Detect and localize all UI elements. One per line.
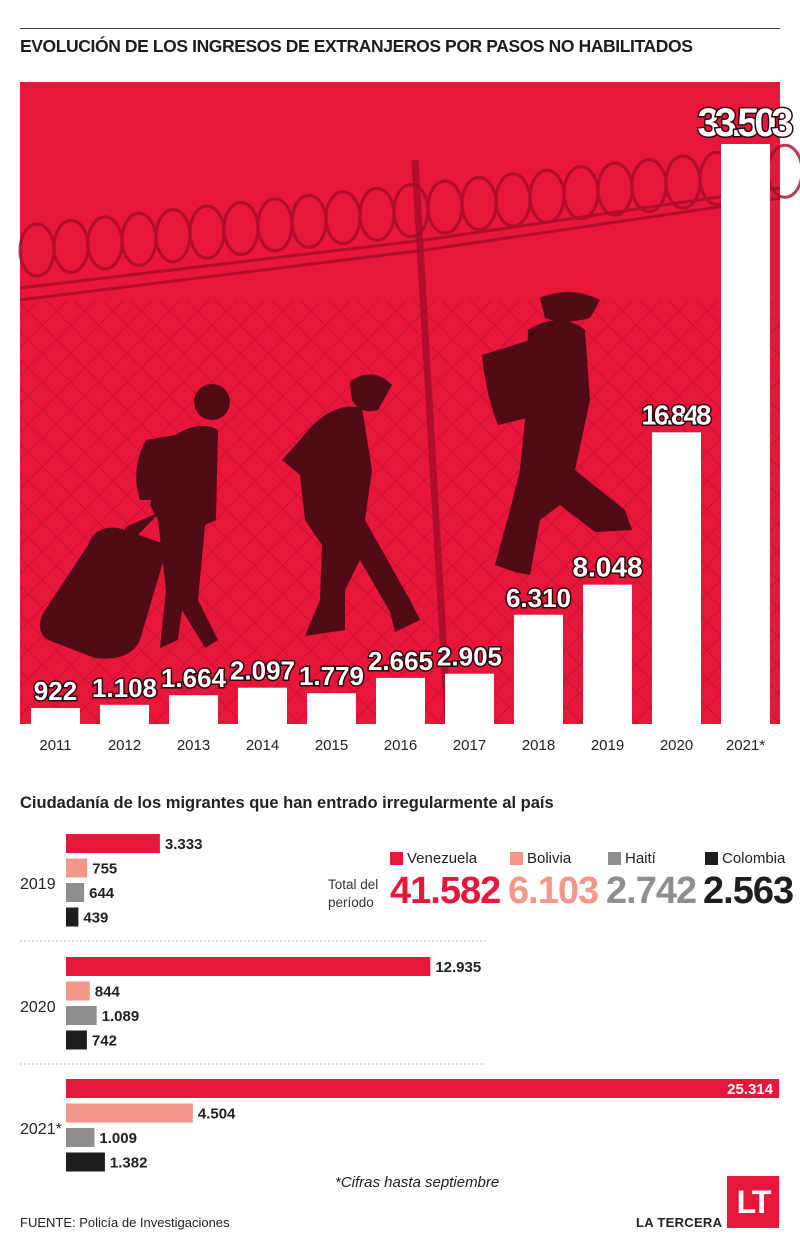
bar-2011 bbox=[31, 708, 80, 724]
x-tick-2016: 2016 bbox=[384, 737, 417, 754]
bar-venezuela-2020 bbox=[66, 957, 431, 976]
bar-value-label-2020: 16.848 bbox=[642, 399, 712, 430]
bar-label-venezuela-2021*: 25.314 bbox=[727, 1081, 774, 1098]
bar-2016 bbox=[376, 677, 425, 724]
bar-label-haití-2021*: 1.009 bbox=[99, 1130, 137, 1147]
legend-label-venezuela: Venezuela bbox=[407, 850, 478, 867]
bar-haití-2020 bbox=[66, 1006, 97, 1025]
x-tick-2019: 2019 bbox=[591, 737, 624, 754]
x-tick-2018: 2018 bbox=[522, 737, 555, 754]
bar-value-label-2016: 2.665 bbox=[368, 646, 433, 676]
total-venezuela: 41.582 bbox=[390, 870, 501, 912]
bar-colombia-2021* bbox=[66, 1152, 105, 1172]
legend-item-haiti: Haití bbox=[608, 850, 656, 867]
bar-2019 bbox=[583, 584, 632, 724]
bar-2017 bbox=[445, 673, 494, 724]
total-label-line2: período bbox=[328, 895, 374, 910]
citizenship-chart-title: Ciudadanía de los migrantes que han entr… bbox=[20, 794, 554, 812]
legend-item-colombia: Colombia bbox=[705, 850, 785, 867]
x-tick-2013: 2013 bbox=[177, 737, 210, 754]
migrant-silhouette-3 bbox=[482, 291, 632, 575]
legend: Venezuela Bolivia Haití Colombia Total d… bbox=[318, 850, 794, 920]
chart-title: EVOLUCIÓN DE LOS INGRESOS DE EXTRANJEROS… bbox=[20, 36, 693, 56]
brand-name: LA TERCERA bbox=[636, 1215, 723, 1230]
bar-value-label-2013: 1.664 bbox=[161, 663, 227, 693]
bar-venezuela-2019 bbox=[66, 834, 160, 853]
x-tick-2021*: 2021* bbox=[726, 737, 765, 754]
bar-2014 bbox=[238, 687, 287, 724]
x-tick-2014: 2014 bbox=[246, 737, 279, 754]
bar-haití-2019 bbox=[66, 883, 85, 902]
red-panel bbox=[18, 82, 800, 725]
total-label-line1: Total del bbox=[328, 877, 379, 892]
migrant-silhouette-1 bbox=[40, 384, 230, 659]
bar-label-haití-2020: 1.089 bbox=[102, 1008, 140, 1025]
x-tick-2011: 2011 bbox=[39, 737, 71, 754]
bar-2015 bbox=[307, 693, 356, 724]
x-axis-ticks: 2011 2012 2013 2014 2015 2016 2017 2018 2019 2020… bbox=[39, 737, 765, 754]
bar-2020 bbox=[652, 432, 701, 724]
legend-label-haiti: Haití bbox=[625, 850, 656, 867]
bar-label-bolivia-2020: 844 bbox=[95, 984, 121, 1001]
x-tick-2017: 2017 bbox=[453, 737, 486, 754]
razor-wire bbox=[18, 143, 800, 302]
bar-colombia-2019 bbox=[66, 907, 79, 927]
total-colombia: 2.563 bbox=[703, 870, 794, 912]
source-credit: FUENTE: Policía de Investigaciones bbox=[20, 1215, 230, 1230]
bar-2021* bbox=[721, 144, 770, 724]
legend-swatch-haiti bbox=[608, 852, 621, 865]
bar-colombia-2020 bbox=[66, 1030, 87, 1050]
bar-value-label-2021*: 33.503 bbox=[698, 101, 794, 145]
bar-2018 bbox=[514, 614, 563, 724]
y-label-2019: 2019 bbox=[20, 876, 56, 893]
bar-2013 bbox=[169, 695, 218, 724]
bar-2012 bbox=[100, 704, 149, 724]
bar-bolivia-2019 bbox=[66, 858, 88, 878]
legend-item-bolivia: Bolivia bbox=[510, 850, 571, 867]
bar-bolivia-2021* bbox=[66, 1103, 193, 1123]
bar-value-label-2018: 6.310 bbox=[506, 583, 571, 613]
bar-label-venezuela-2020: 12.935 bbox=[435, 959, 481, 976]
bar-label-colombia-2021*: 1.382 bbox=[110, 1155, 148, 1172]
migrant-silhouettes bbox=[40, 291, 632, 659]
bar-value-label-2012: 1.108 bbox=[92, 673, 157, 703]
x-tick-2012: 2012 bbox=[108, 737, 141, 754]
bar-venezuela-2021* bbox=[66, 1079, 779, 1098]
bar-value-label-2019: 8.048 bbox=[572, 552, 642, 583]
brand-logo-text: LT bbox=[736, 1183, 772, 1220]
legend-swatch-colombia bbox=[705, 852, 718, 865]
x-tick-2015: 2015 bbox=[315, 737, 348, 754]
bar-label-colombia-2019: 439 bbox=[83, 910, 108, 927]
y-label-2021*: 2021* bbox=[20, 1121, 62, 1138]
legend-label-colombia: Colombia bbox=[722, 850, 786, 867]
x-tick-2020: 2020 bbox=[660, 737, 693, 754]
bar-label-bolivia-2021*: 4.504 bbox=[198, 1106, 236, 1123]
bar-value-label-2017: 2.905 bbox=[437, 642, 502, 672]
brand-logo: LT bbox=[727, 1176, 779, 1228]
top-rule bbox=[20, 28, 780, 29]
bar-bolivia-2020 bbox=[66, 981, 90, 1001]
total-label: Total del período bbox=[328, 876, 398, 912]
bar-haití-2021* bbox=[66, 1128, 95, 1147]
total-bolivia: 6.103 bbox=[508, 870, 599, 912]
bar-value-label-2015: 1.779 bbox=[299, 661, 364, 691]
bar-value-label-2014: 2.097 bbox=[230, 656, 295, 686]
bar-value-label-2011: 922 bbox=[34, 676, 77, 706]
legend-swatch-bolivia bbox=[510, 852, 523, 865]
bar-label-bolivia-2019: 755 bbox=[92, 861, 117, 878]
fence-post bbox=[411, 159, 452, 725]
footnote: *Cifras hasta septiembre bbox=[335, 1174, 500, 1191]
bar-label-venezuela-2019: 3.333 bbox=[165, 836, 203, 853]
bar-label-colombia-2020: 742 bbox=[92, 1033, 117, 1050]
bar-label-haití-2019: 644 bbox=[89, 885, 115, 902]
legend-item-venezuela: Venezuela bbox=[390, 850, 477, 867]
legend-swatch-venezuela bbox=[390, 852, 403, 865]
legend-label-bolivia: Bolivia bbox=[527, 850, 572, 867]
migrant-silhouette-2 bbox=[282, 374, 420, 636]
total-haiti: 2.742 bbox=[606, 870, 697, 912]
y-label-2020: 2020 bbox=[20, 999, 56, 1016]
